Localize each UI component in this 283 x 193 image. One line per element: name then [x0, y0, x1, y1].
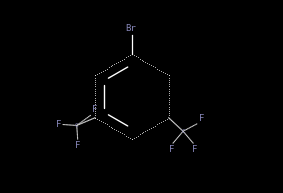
Text: C: C	[75, 123, 79, 128]
Text: F: F	[169, 145, 174, 154]
Text: F: F	[192, 145, 197, 154]
Text: F: F	[92, 105, 98, 114]
Text: F: F	[56, 120, 61, 129]
Text: C: C	[181, 129, 185, 134]
Text: F: F	[75, 141, 80, 151]
Text: F: F	[199, 113, 204, 123]
Text: Br: Br	[125, 24, 136, 33]
